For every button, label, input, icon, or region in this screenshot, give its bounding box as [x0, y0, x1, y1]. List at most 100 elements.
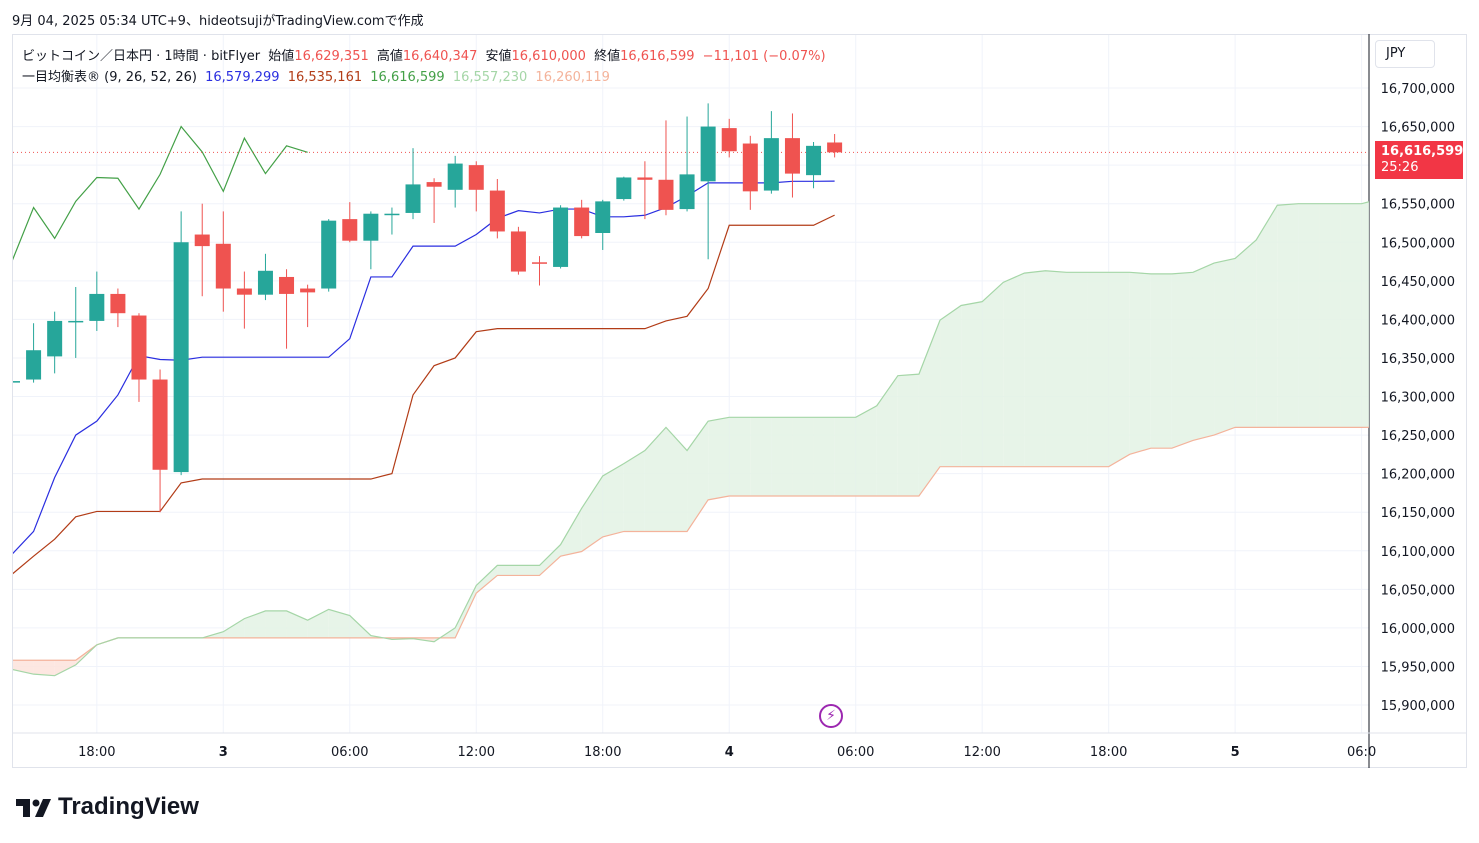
candle-body-down	[215, 243, 231, 289]
candle-body-up	[447, 163, 463, 190]
kumo-bull-segment	[455, 585, 477, 638]
kumo-bull-segment	[982, 282, 1004, 467]
kumo-bull-segment	[497, 565, 519, 576]
candle-body-up	[321, 220, 337, 289]
candle-body-up	[47, 320, 63, 357]
x-tick-label: 12:00	[963, 745, 1000, 760]
candle-body-up	[363, 213, 379, 241]
kumo-bull-segment	[560, 508, 582, 557]
tenkan-value: 16,579,299	[205, 70, 280, 85]
candle-body-up	[806, 145, 822, 176]
legend-change: −11,101 (−0.07%)	[702, 49, 826, 64]
y-tick-label: 16,050,000	[1381, 583, 1455, 598]
kumo-bull-segment	[1214, 258, 1236, 436]
kumo-bull-segment	[1361, 201, 1369, 428]
candle-body-down	[827, 142, 843, 153]
candle-body-down	[110, 293, 126, 314]
kumo-bull-segment	[961, 301, 983, 467]
candle-body-up	[763, 138, 779, 191]
candle-body-down	[784, 138, 800, 174]
chikou-value: 16,616,599	[370, 70, 445, 85]
lightning-icon[interactable]: ⚡	[819, 704, 843, 728]
y-tick-label: 15,900,000	[1381, 699, 1455, 714]
kumo-bull-segment	[602, 463, 624, 537]
kumo-bull-segment	[750, 417, 772, 496]
kumo-bull-segment	[1108, 272, 1130, 467]
candle-body-down	[637, 177, 653, 180]
x-tick-label: 5	[1231, 745, 1240, 760]
kumo-bull-segment	[813, 417, 835, 496]
kumo-bull-segment	[1024, 270, 1046, 467]
kumo-bull-segment	[940, 305, 962, 467]
candle-body-up	[553, 207, 569, 267]
last-price-value: 16,616,599	[1381, 144, 1464, 160]
candle-body-up	[616, 177, 632, 200]
legend-high-label: 高値	[376, 49, 403, 64]
y-tick-label: 16,000,000	[1381, 622, 1455, 637]
chart-frame	[12, 34, 1467, 768]
x-tick-label: 06:00	[837, 745, 874, 760]
candle-body-down	[658, 179, 674, 210]
header-caption: 9月 04, 2025 05:34 UTC+9、hideotsujiがTradi…	[12, 14, 424, 29]
y-tick-label: 16,400,000	[1381, 313, 1455, 328]
candle-body-up	[68, 320, 84, 323]
kumo-bull-segment	[328, 609, 350, 638]
kumo-bull-segment	[1235, 239, 1257, 428]
candle-body-up	[405, 184, 421, 213]
candle-body-down	[489, 190, 505, 232]
y-tick-label: 16,700,000	[1381, 82, 1455, 97]
kumo-bull-segment	[687, 421, 709, 532]
kumo-bull-segment	[307, 609, 329, 638]
y-tick-label: 15,950,000	[1381, 660, 1455, 675]
candle-body-down	[426, 182, 442, 187]
candle-body-down	[468, 165, 484, 190]
candle-body-down	[574, 207, 590, 237]
y-tick-label: 16,200,000	[1381, 468, 1455, 483]
kumo-bull-segment	[897, 374, 919, 496]
x-tick-label: 4	[725, 745, 734, 760]
y-tick-label: 16,100,000	[1381, 545, 1455, 560]
kumo-bull-segment	[518, 565, 540, 576]
senkou-span-a-line	[13, 201, 1369, 677]
span-a-value: 16,557,230	[452, 70, 528, 85]
brand-name: TradingView	[58, 793, 199, 820]
chikou-span-line	[13, 125, 308, 261]
kumo-bull-segment	[539, 544, 561, 576]
legend-low: 16,610,000	[511, 49, 586, 64]
kijun-value: 16,535,161	[287, 70, 363, 85]
kijun-sen-line	[13, 214, 835, 575]
candle-body-up	[257, 270, 273, 295]
y-tick-label: 16,300,000	[1381, 391, 1455, 406]
x-tick-label: 18:00	[1090, 745, 1127, 760]
kumo-bear-segment	[33, 660, 55, 676]
tradingview-logo-icon	[16, 798, 51, 817]
tenkan-sen-line	[13, 180, 835, 555]
kumo-bull-segment	[1129, 272, 1151, 455]
currency-selector[interactable]: JPY	[1375, 40, 1435, 68]
y-tick-label: 16,150,000	[1381, 506, 1455, 521]
candle-body-up	[595, 201, 611, 233]
tradingview-logo[interactable]: TradingView	[16, 793, 199, 821]
kumo-bull-segment	[855, 405, 877, 496]
candle-body-down	[510, 231, 526, 272]
candle-body-up	[679, 174, 695, 210]
y-tick-label: 16,350,000	[1381, 352, 1455, 367]
span-b-value: 16,260,119	[535, 70, 610, 85]
candle-body-up	[173, 242, 189, 473]
bar-countdown: 25:26	[1381, 160, 1419, 176]
legend-high: 16,640,347	[402, 49, 478, 64]
last-price-badge: 16,616,599 25:26	[1375, 141, 1464, 180]
candle-body-up	[384, 213, 400, 216]
candle-body-down	[300, 288, 316, 293]
kumo-bull-segment	[1298, 203, 1320, 428]
candle-body-down	[152, 379, 168, 470]
plot-area	[13, 103, 1369, 677]
legend-close: 16,616,599	[620, 49, 695, 64]
y-tick-label: 16,500,000	[1381, 236, 1455, 251]
kumo-bull-segment	[581, 475, 603, 552]
kumo-bull-segment	[244, 610, 266, 638]
kumo-bull-segment	[1003, 273, 1025, 467]
kumo-bull-segment	[476, 565, 498, 594]
kumo-bull-segment	[1171, 272, 1193, 449]
